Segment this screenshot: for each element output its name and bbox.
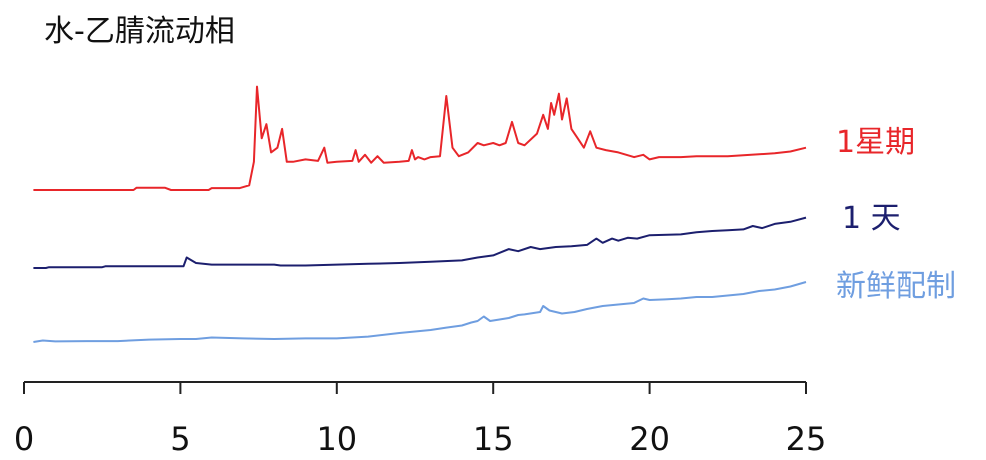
chart-title: 水-乙腈流动相 — [44, 14, 235, 49]
x-tick-label-3: 15 — [473, 420, 514, 458]
x-axis: 0 5 10 15 20 25 — [14, 381, 827, 458]
series-line-0 — [33, 85, 807, 191]
x-tick-label-0: 0 — [14, 420, 34, 458]
x-tick-label-1: 5 — [170, 420, 190, 458]
x-tick-label-5: 25 — [786, 420, 827, 458]
x-tick-label-4: 20 — [629, 420, 670, 458]
legend-label-2: 新鲜配制 — [836, 269, 956, 304]
series-line-2 — [33, 281, 807, 343]
traces — [33, 85, 807, 343]
legend-label-0: 1星期 — [836, 125, 915, 160]
series-line-1 — [33, 216, 807, 269]
legend-label-1: 1 天 — [842, 201, 901, 236]
x-tick-label-2: 10 — [316, 420, 357, 458]
